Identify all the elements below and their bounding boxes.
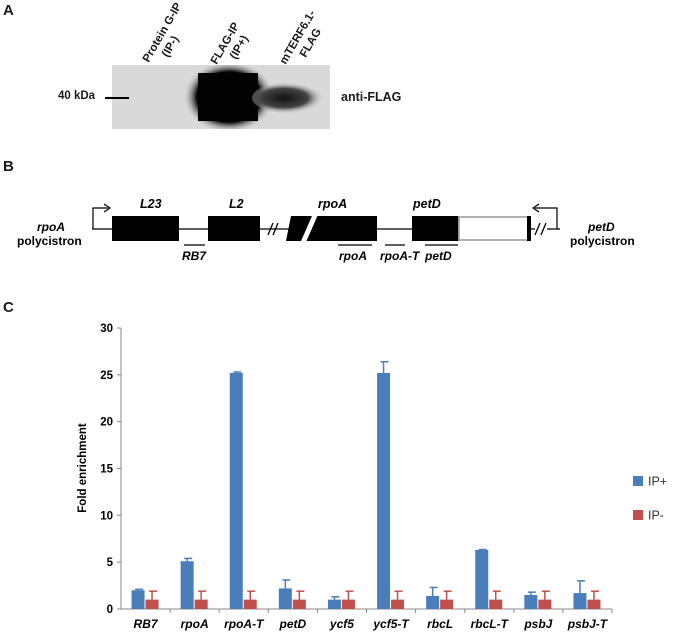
- left-label-gene: rpoA: [37, 220, 65, 234]
- y-tick-label: 15: [100, 464, 113, 476]
- bar-ip-minus: [538, 599, 552, 609]
- probe-label-rpoa-t: rpoA-T: [380, 249, 421, 263]
- bar-ip-minus: [292, 599, 306, 609]
- gene-rpoa: [286, 216, 377, 241]
- gene-label-l23: L23: [140, 197, 162, 211]
- panel-a-letter: A: [3, 2, 14, 19]
- promoter-arrow-left-icon: [92, 207, 108, 229]
- bar-ip-plus: [229, 372, 243, 609]
- legend-label-ip-plus: IP+: [648, 475, 667, 489]
- gene-downstream-region: [458, 216, 530, 241]
- x-tick-label: ycf5: [329, 617, 354, 631]
- y-tick-label: 10: [100, 510, 113, 522]
- gene-l2: [208, 216, 260, 241]
- legend-swatch-ip-minus: [633, 510, 643, 520]
- western-blot-image: [112, 65, 330, 129]
- bar-ip-plus: [524, 594, 538, 609]
- probe-label-rpoa: rpoA: [339, 249, 367, 263]
- x-tick-label: ycf5-T: [372, 617, 410, 631]
- bar-ip-minus: [243, 599, 257, 609]
- bar-ip-plus: [327, 599, 341, 609]
- y-axis-label: Fold enrichment: [77, 423, 89, 513]
- gene-label-petd: petD: [412, 197, 441, 211]
- right-label-polycistron: polycistron: [570, 234, 635, 248]
- bar-ip-minus: [341, 599, 355, 609]
- gene-l23: [112, 216, 179, 241]
- bar-ip-minus: [489, 599, 503, 609]
- x-tick-label: psbJ-T: [567, 617, 609, 631]
- bar-ip-plus: [278, 588, 292, 609]
- bar-ip-minus: [145, 599, 159, 609]
- x-tick-label: rbcL: [427, 617, 453, 631]
- bar-ip-plus: [131, 590, 145, 609]
- panel-b-letter: B: [3, 158, 14, 175]
- marker-40kda-label: 40 kDa: [58, 90, 96, 102]
- probe-label-rb7: RB7: [182, 249, 207, 263]
- y-tick-label: 25: [100, 370, 113, 382]
- legend-label-ip-minus: IP-: [648, 509, 664, 523]
- bar-ip-plus: [475, 549, 489, 609]
- y-tick-label: 5: [107, 557, 114, 569]
- bar-ip-minus: [194, 599, 208, 609]
- x-tick-label: psbJ: [523, 617, 552, 631]
- bar-ip-minus: [587, 599, 601, 609]
- panel-c-letter: C: [3, 299, 14, 316]
- gene-label-rpoa: rpoA: [318, 197, 347, 211]
- bar-ip-plus: [426, 595, 440, 609]
- bar-ip-minus: [440, 599, 454, 609]
- x-tick-label: rpoA: [181, 617, 209, 631]
- fold-enrichment-chart: Fold enrichment 0 5 10 15 20 25 30 RB7 rpoA rpoA-…: [77, 323, 667, 631]
- y-tick-label: 30: [100, 323, 113, 335]
- x-tick-label: RB7: [134, 617, 159, 631]
- break-mark-1: [267, 222, 274, 236]
- marker-tick: [105, 97, 129, 99]
- bar-ip-minus: [391, 599, 405, 609]
- x-tick-label: petD: [279, 617, 307, 631]
- break-mark-2: [534, 222, 541, 236]
- bar-ip-plus: [377, 372, 391, 609]
- bar-ip-plus: [180, 561, 194, 609]
- probe-label-petd: petD: [424, 249, 452, 263]
- x-tick-label: rbcL-T: [471, 617, 510, 631]
- gene-petd: [412, 216, 459, 241]
- y-tick-label: 0: [107, 604, 113, 616]
- lane-label-protein-g: Protein G-IP (IP-): [140, 0, 197, 72]
- promoter-arrow-right-icon: [535, 207, 558, 229]
- x-tick-label: rpoA-T: [224, 617, 265, 631]
- antibody-label: anti-FLAG: [341, 90, 402, 104]
- gene-map-diagram: L23 L2 rpoA petD RB7 rpoA rpoA-T petD rp…: [17, 197, 635, 263]
- bar-ip-plus: [573, 593, 587, 609]
- y-tick-label: 20: [100, 417, 113, 429]
- right-label-gene: petD: [587, 220, 615, 234]
- gene-label-l2: L2: [229, 197, 244, 211]
- legend-swatch-ip-plus: [633, 476, 643, 486]
- left-label-polycistron: polycistron: [17, 234, 82, 248]
